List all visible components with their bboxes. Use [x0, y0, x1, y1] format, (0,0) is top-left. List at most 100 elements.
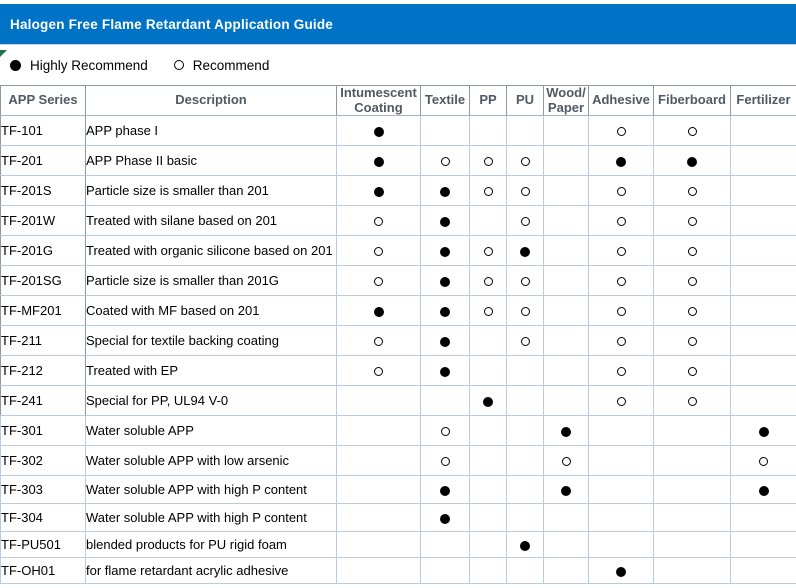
- series-cell[interactable]: TF-304: [0, 503, 86, 532]
- empty-mark-cell[interactable]: [730, 325, 796, 356]
- column-header-adhesive[interactable]: Adhesive: [588, 85, 654, 116]
- empty-mark-cell[interactable]: [469, 503, 507, 532]
- empty-mark-cell[interactable]: [469, 557, 507, 584]
- empty-mark-cell[interactable]: [543, 265, 589, 296]
- recommend-mark-cell[interactable]: [653, 355, 731, 386]
- recommend-mark-cell[interactable]: [588, 205, 654, 236]
- column-header-fertilizer[interactable]: Fertilizer: [730, 85, 796, 116]
- empty-mark-cell[interactable]: [653, 531, 731, 558]
- highly-recommend-mark-cell[interactable]: [506, 235, 544, 266]
- recommend-mark-cell[interactable]: [420, 415, 470, 446]
- series-cell[interactable]: TF-212: [0, 355, 86, 386]
- empty-mark-cell[interactable]: [730, 175, 796, 206]
- recommend-mark-cell[interactable]: [506, 265, 544, 296]
- column-header-wood-paper[interactable]: Wood/ Paper: [543, 85, 589, 116]
- legend-item-highly-recommend[interactable]: Highly Recommend: [10, 58, 148, 73]
- empty-mark-cell[interactable]: [506, 475, 544, 504]
- recommend-mark-cell[interactable]: [469, 295, 507, 326]
- series-cell[interactable]: TF-211: [0, 325, 86, 356]
- description-cell[interactable]: blended products for PU rigid foam: [85, 531, 337, 558]
- description-cell[interactable]: APP Phase II basic: [85, 145, 337, 176]
- empty-mark-cell[interactable]: [543, 235, 589, 266]
- recommend-mark-cell[interactable]: [588, 115, 654, 146]
- recommend-mark-cell[interactable]: [588, 235, 654, 266]
- empty-mark-cell[interactable]: [653, 415, 731, 446]
- series-cell[interactable]: TF-201SG: [0, 265, 86, 296]
- column-header-pp[interactable]: PP: [469, 85, 507, 116]
- empty-mark-cell[interactable]: [420, 557, 470, 584]
- empty-mark-cell[interactable]: [506, 415, 544, 446]
- empty-mark-cell[interactable]: [730, 531, 796, 558]
- recommend-mark-cell[interactable]: [336, 205, 421, 236]
- empty-mark-cell[interactable]: [543, 355, 589, 386]
- empty-mark-cell[interactable]: [543, 115, 589, 146]
- recommend-mark-cell[interactable]: [543, 445, 589, 476]
- series-cell[interactable]: TF-101: [0, 115, 86, 146]
- series-cell[interactable]: TF-PU501: [0, 531, 86, 558]
- empty-mark-cell[interactable]: [469, 355, 507, 386]
- empty-mark-cell[interactable]: [336, 531, 421, 558]
- description-cell[interactable]: Particle size is smaller than 201G: [85, 265, 337, 296]
- column-header-fiberboard[interactable]: Fiberboard: [653, 85, 731, 116]
- highly-recommend-mark-cell[interactable]: [336, 115, 421, 146]
- recommend-mark-cell[interactable]: [336, 325, 421, 356]
- series-cell[interactable]: TF-201S: [0, 175, 86, 206]
- empty-mark-cell[interactable]: [543, 503, 589, 532]
- highly-recommend-mark-cell[interactable]: [469, 385, 507, 416]
- legend-item-recommend[interactable]: Recommend: [173, 58, 269, 73]
- empty-mark-cell[interactable]: [653, 445, 731, 476]
- empty-mark-cell[interactable]: [420, 531, 470, 558]
- recommend-mark-cell[interactable]: [653, 265, 731, 296]
- empty-mark-cell[interactable]: [653, 557, 731, 584]
- highly-recommend-mark-cell[interactable]: [336, 145, 421, 176]
- empty-mark-cell[interactable]: [543, 295, 589, 326]
- recommend-mark-cell[interactable]: [588, 265, 654, 296]
- highly-recommend-mark-cell[interactable]: [588, 557, 654, 584]
- recommend-mark-cell[interactable]: [653, 115, 731, 146]
- empty-mark-cell[interactable]: [336, 503, 421, 532]
- highly-recommend-mark-cell[interactable]: [420, 355, 470, 386]
- empty-mark-cell[interactable]: [588, 503, 654, 532]
- empty-mark-cell[interactable]: [588, 475, 654, 504]
- empty-mark-cell[interactable]: [420, 385, 470, 416]
- recommend-mark-cell[interactable]: [588, 355, 654, 386]
- recommend-mark-cell[interactable]: [420, 145, 470, 176]
- recommend-mark-cell[interactable]: [588, 385, 654, 416]
- empty-mark-cell[interactable]: [506, 503, 544, 532]
- empty-mark-cell[interactable]: [730, 235, 796, 266]
- recommend-mark-cell[interactable]: [588, 175, 654, 206]
- empty-mark-cell[interactable]: [588, 531, 654, 558]
- series-cell[interactable]: TF-303: [0, 475, 86, 504]
- empty-mark-cell[interactable]: [730, 265, 796, 296]
- highly-recommend-mark-cell[interactable]: [336, 175, 421, 206]
- description-cell[interactable]: Particle size is smaller than 201: [85, 175, 337, 206]
- recommend-mark-cell[interactable]: [336, 355, 421, 386]
- highly-recommend-mark-cell[interactable]: [730, 415, 796, 446]
- empty-mark-cell[interactable]: [730, 503, 796, 532]
- highly-recommend-mark-cell[interactable]: [653, 145, 731, 176]
- recommend-mark-cell[interactable]: [653, 175, 731, 206]
- description-cell[interactable]: Special for PP, UL94 V-0: [85, 385, 337, 416]
- recommend-mark-cell[interactable]: [469, 265, 507, 296]
- highly-recommend-mark-cell[interactable]: [420, 205, 470, 236]
- highly-recommend-mark-cell[interactable]: [420, 235, 470, 266]
- description-cell[interactable]: Water soluble APP with low arsenic: [85, 445, 337, 476]
- description-cell[interactable]: Special for textile backing coating: [85, 325, 337, 356]
- description-cell[interactable]: Treated with silane based on 201: [85, 205, 337, 236]
- column-header-textile[interactable]: Textile: [420, 85, 470, 116]
- column-header-intumescent-coating[interactable]: Intumescent Coating: [336, 85, 421, 116]
- empty-mark-cell[interactable]: [336, 415, 421, 446]
- empty-mark-cell[interactable]: [730, 145, 796, 176]
- series-cell[interactable]: TF-201G: [0, 235, 86, 266]
- series-cell[interactable]: TF-201W: [0, 205, 86, 236]
- recommend-mark-cell[interactable]: [506, 295, 544, 326]
- highly-recommend-mark-cell[interactable]: [730, 475, 796, 504]
- empty-mark-cell[interactable]: [336, 557, 421, 584]
- recommend-mark-cell[interactable]: [336, 265, 421, 296]
- highly-recommend-mark-cell[interactable]: [420, 295, 470, 326]
- column-header-description[interactable]: Description: [85, 85, 337, 116]
- highly-recommend-mark-cell[interactable]: [420, 475, 470, 504]
- description-cell[interactable]: Water soluble APP with high P content: [85, 475, 337, 504]
- description-cell[interactable]: APP phase I: [85, 115, 337, 146]
- empty-mark-cell[interactable]: [653, 475, 731, 504]
